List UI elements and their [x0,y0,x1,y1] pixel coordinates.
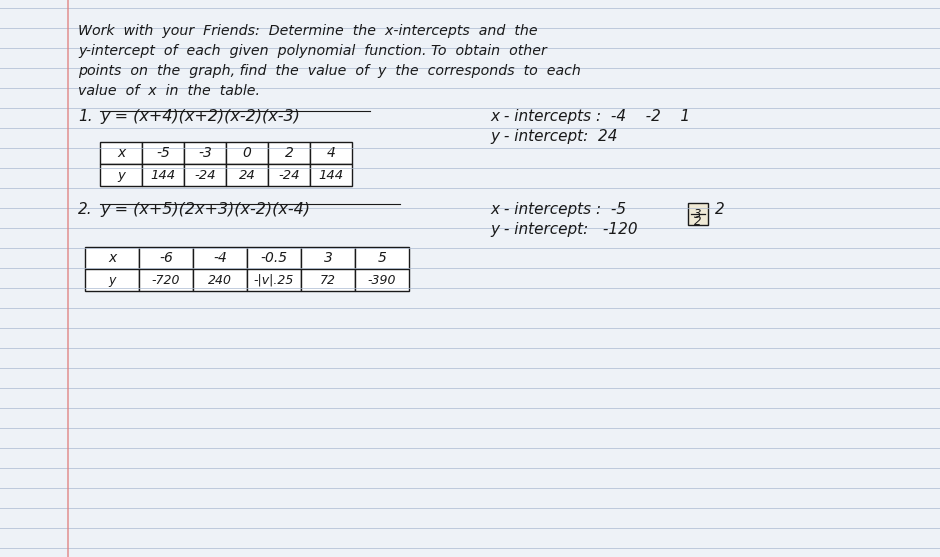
Bar [193,247,247,269]
Text: y = (x+4)(x+2)(x-2)(x-3): y = (x+4)(x+2)(x-2)(x-3) [100,109,300,124]
Bar [301,269,355,291]
Bar [268,164,310,186]
Text: -6: -6 [159,251,173,265]
Text: y = (x+5)(2x+3)(x-2)(x-4): y = (x+5)(2x+3)(x-2)(x-4) [100,202,310,217]
Text: 144: 144 [150,169,176,182]
Text: 5: 5 [378,251,386,265]
Bar [268,142,310,164]
Bar [301,247,355,269]
Bar [139,269,193,291]
Bar [226,164,268,186]
Bar [85,269,139,291]
Text: 2: 2 [285,146,293,160]
Text: y - intercept:  24: y - intercept: 24 [490,129,618,144]
Bar [688,203,708,225]
Text: x - intercepts :  -5: x - intercepts : -5 [490,202,626,217]
Bar [85,247,139,269]
Text: -0.5: -0.5 [260,251,288,265]
Bar [310,142,352,164]
Text: x - intercepts :  -4    -2    1: x - intercepts : -4 -2 1 [490,109,690,124]
Text: 2: 2 [695,215,702,228]
Bar [100,142,142,164]
Bar [355,269,409,291]
Text: -390: -390 [368,273,397,286]
Text: -|v|.25: -|v|.25 [254,273,294,286]
Text: -24: -24 [278,169,300,182]
Text: -720: -720 [151,273,180,286]
Text: x: x [117,146,125,160]
Text: 24: 24 [239,169,256,182]
Text: y: y [118,169,125,182]
Text: y - intercept:   -120: y - intercept: -120 [490,222,637,237]
Text: 240: 240 [208,273,232,286]
Text: 2: 2 [715,202,725,217]
Text: 3: 3 [323,251,333,265]
Text: -24: -24 [195,169,216,182]
Text: value  of  x  in  the  table.: value of x in the table. [78,84,260,98]
Text: 3: 3 [695,208,702,221]
Bar [355,247,409,269]
Text: 0: 0 [243,146,251,160]
Bar [310,164,352,186]
Bar [184,164,226,186]
Text: points  on  the  graph, find  the  value  of  y  the  corresponds  to  each: points on the graph, find the value of y… [78,64,581,78]
Bar [226,142,268,164]
Text: 72: 72 [320,273,336,286]
Text: 1.: 1. [78,109,93,124]
Bar [100,164,142,186]
Text: Work  with  your  Friends:  Determine  the  x-intercepts  and  the: Work with your Friends: Determine the x-… [78,24,538,38]
Bar [193,269,247,291]
Bar [247,269,301,291]
Bar [142,142,184,164]
Text: 144: 144 [319,169,343,182]
Text: y: y [108,273,116,286]
Text: 4: 4 [326,146,336,160]
Text: -4: -4 [213,251,227,265]
Bar [247,247,301,269]
Bar [184,142,226,164]
Text: y-intercept  of  each  given  polynomial  function. To  obtain  other: y-intercept of each given polynomial fun… [78,44,547,58]
Text: -3: -3 [198,146,212,160]
Text: 2.: 2. [78,202,93,217]
Bar [139,247,193,269]
Text: -5: -5 [156,146,170,160]
Text: x: x [108,251,117,265]
Bar [142,164,184,186]
